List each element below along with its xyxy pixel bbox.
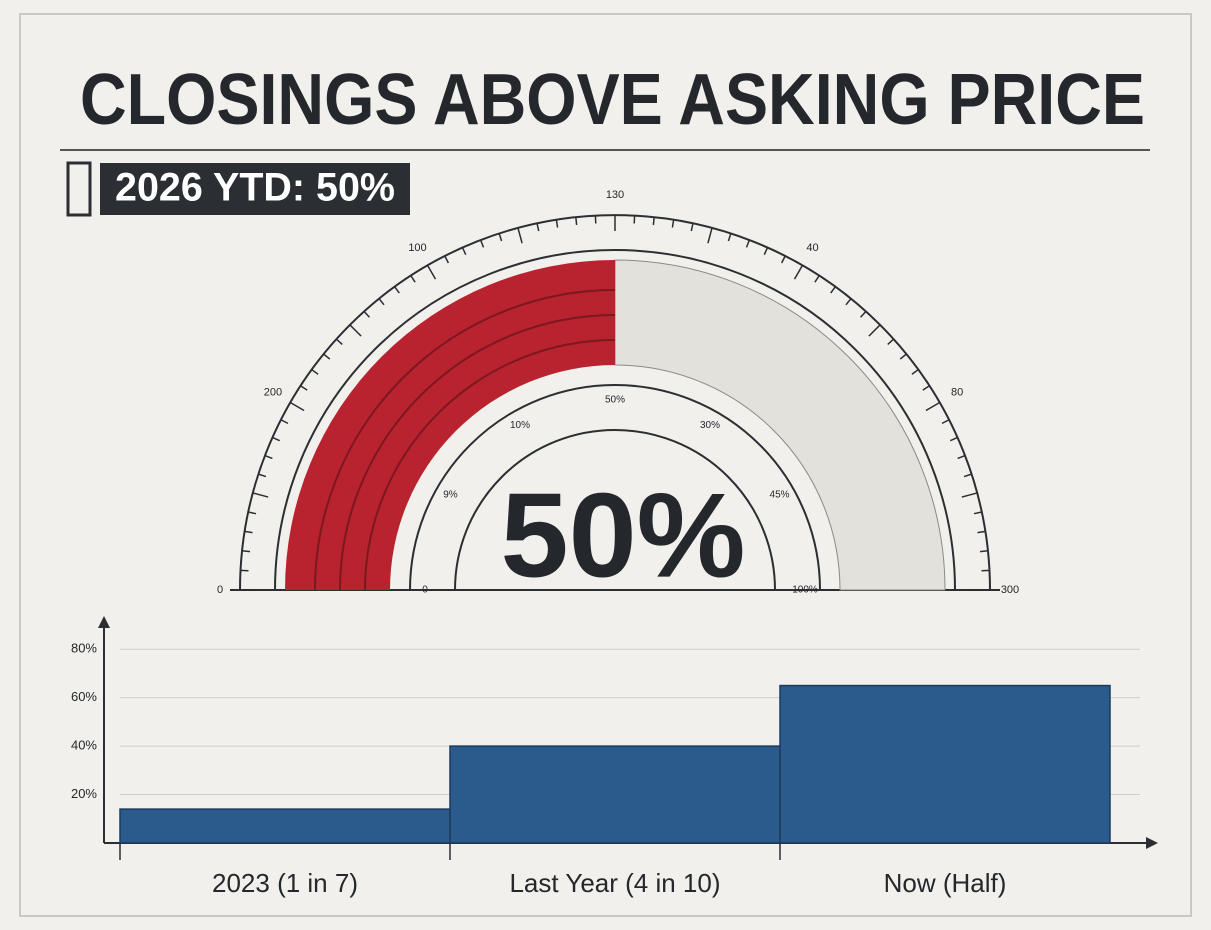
- gauge-tick: [860, 310, 867, 318]
- gauge-tick: [763, 247, 769, 256]
- gauge-outer-label: 200: [264, 386, 282, 398]
- gauge-tick: [707, 227, 713, 244]
- gauge-tick: [280, 419, 289, 425]
- gauge-ring: [409, 384, 821, 591]
- gauge-remainder: [614, 259, 946, 591]
- gauge-inner-label: 0: [422, 585, 428, 596]
- gauge-tick: [241, 550, 251, 553]
- gauge-tick: [868, 324, 881, 337]
- gauge-tick: [830, 286, 837, 294]
- gauge-tick: [949, 436, 958, 442]
- gauge-tick: [979, 550, 989, 553]
- gauge-tick: [814, 275, 820, 283]
- x-tick-label: 2023 (1 in 7): [212, 868, 358, 898]
- gauge-tick: [652, 216, 655, 226]
- gauge-tick: [536, 223, 540, 232]
- subtitle: 2026 YTD: 50%: [115, 166, 395, 210]
- gauge-tick: [264, 454, 273, 460]
- gauge-outer-label: 100: [408, 242, 426, 254]
- y-tick-label: 60%: [71, 689, 97, 704]
- gauge-tick: [252, 492, 269, 498]
- gauge-tick: [977, 530, 986, 534]
- gauge-tick: [479, 239, 485, 248]
- subtitle-box: [100, 163, 410, 215]
- x-tick-label: Now (Half): [884, 868, 1007, 898]
- gauge-tick: [300, 385, 308, 391]
- gauge-tick: [973, 511, 982, 515]
- gauge-tick: [311, 368, 319, 375]
- gauge-inner-label: 10%: [510, 420, 530, 431]
- gauge-tick: [461, 247, 467, 256]
- gauge-tick: [922, 385, 930, 391]
- gauge-outer-label: 40: [806, 242, 818, 254]
- gauge-outer-label: 300: [1001, 584, 1019, 596]
- y-tick-label: 80%: [71, 641, 97, 656]
- gauge-ring: [454, 429, 776, 591]
- gauge-tick: [323, 353, 331, 360]
- gauge-tick: [555, 219, 559, 228]
- gauge-groove: [364, 339, 616, 591]
- gauge-tick: [925, 401, 941, 412]
- gauge-tick: [957, 454, 966, 460]
- gauge-tick: [248, 511, 257, 515]
- gauge-inner-label: 100%: [792, 585, 818, 596]
- gauge-tick: [845, 298, 852, 306]
- gauge-tick: [363, 310, 370, 318]
- gauge-inner-label: 9%: [443, 490, 458, 501]
- gauge-tick: [899, 353, 907, 360]
- gauge-tick: [517, 227, 523, 244]
- y-arrow: [98, 616, 110, 628]
- gauge-tick: [349, 324, 362, 337]
- gauge-tick: [410, 275, 416, 283]
- gauge-outer-label: 130: [606, 189, 624, 201]
- gauge-tick: [498, 233, 503, 242]
- gauge-tick: [963, 473, 972, 478]
- gauge-outer-label: 0: [217, 584, 223, 596]
- gauge-tick: [793, 264, 804, 280]
- x-tick-label: Last Year (4 in 10): [509, 868, 720, 898]
- gauge-tick: [887, 338, 895, 345]
- gauge-tick: [272, 436, 281, 442]
- gauge-tick: [378, 298, 385, 306]
- gauge-tick: [727, 233, 732, 242]
- y-tick-label: 40%: [71, 738, 97, 753]
- gauge-groove: [339, 314, 616, 591]
- gauge-value: [285, 260, 615, 590]
- subtitle-mark: [66, 161, 92, 217]
- bar: [779, 684, 1111, 844]
- chart-title: CLOSINGS ABOVE ASKING PRICE: [80, 60, 1145, 140]
- gauge-tick: [671, 219, 675, 228]
- gauge-tick: [941, 419, 950, 425]
- gauge-tick: [244, 530, 253, 534]
- gauge-inner-label: 30%: [700, 420, 720, 431]
- bar: [449, 745, 781, 844]
- gauge-tick: [780, 255, 786, 264]
- y-tick-label: 20%: [71, 786, 97, 801]
- gauge-tick: [444, 255, 450, 264]
- gauge-tick: [393, 286, 400, 294]
- gauge-tick: [289, 401, 305, 412]
- gauge-outer-label: 80: [951, 386, 963, 398]
- bar: [119, 808, 451, 844]
- gauge-value-label: 50%: [501, 469, 746, 603]
- gauge-inner-label: 45%: [770, 490, 790, 501]
- gauge-ring: [274, 249, 956, 591]
- gauge-tick: [575, 216, 578, 226]
- gauge-tick: [745, 239, 751, 248]
- gauge-tick: [335, 338, 343, 345]
- gauge-tick: [690, 223, 694, 232]
- x-arrow: [1146, 837, 1158, 849]
- gauge-tick: [258, 473, 267, 478]
- frame: [19, 13, 1192, 917]
- gauge-groove: [314, 289, 616, 591]
- gauge-inner-label: 50%: [605, 395, 625, 406]
- gauge-tick: [911, 368, 919, 375]
- gauge-tick: [961, 492, 978, 498]
- gauge-tick: [426, 264, 437, 280]
